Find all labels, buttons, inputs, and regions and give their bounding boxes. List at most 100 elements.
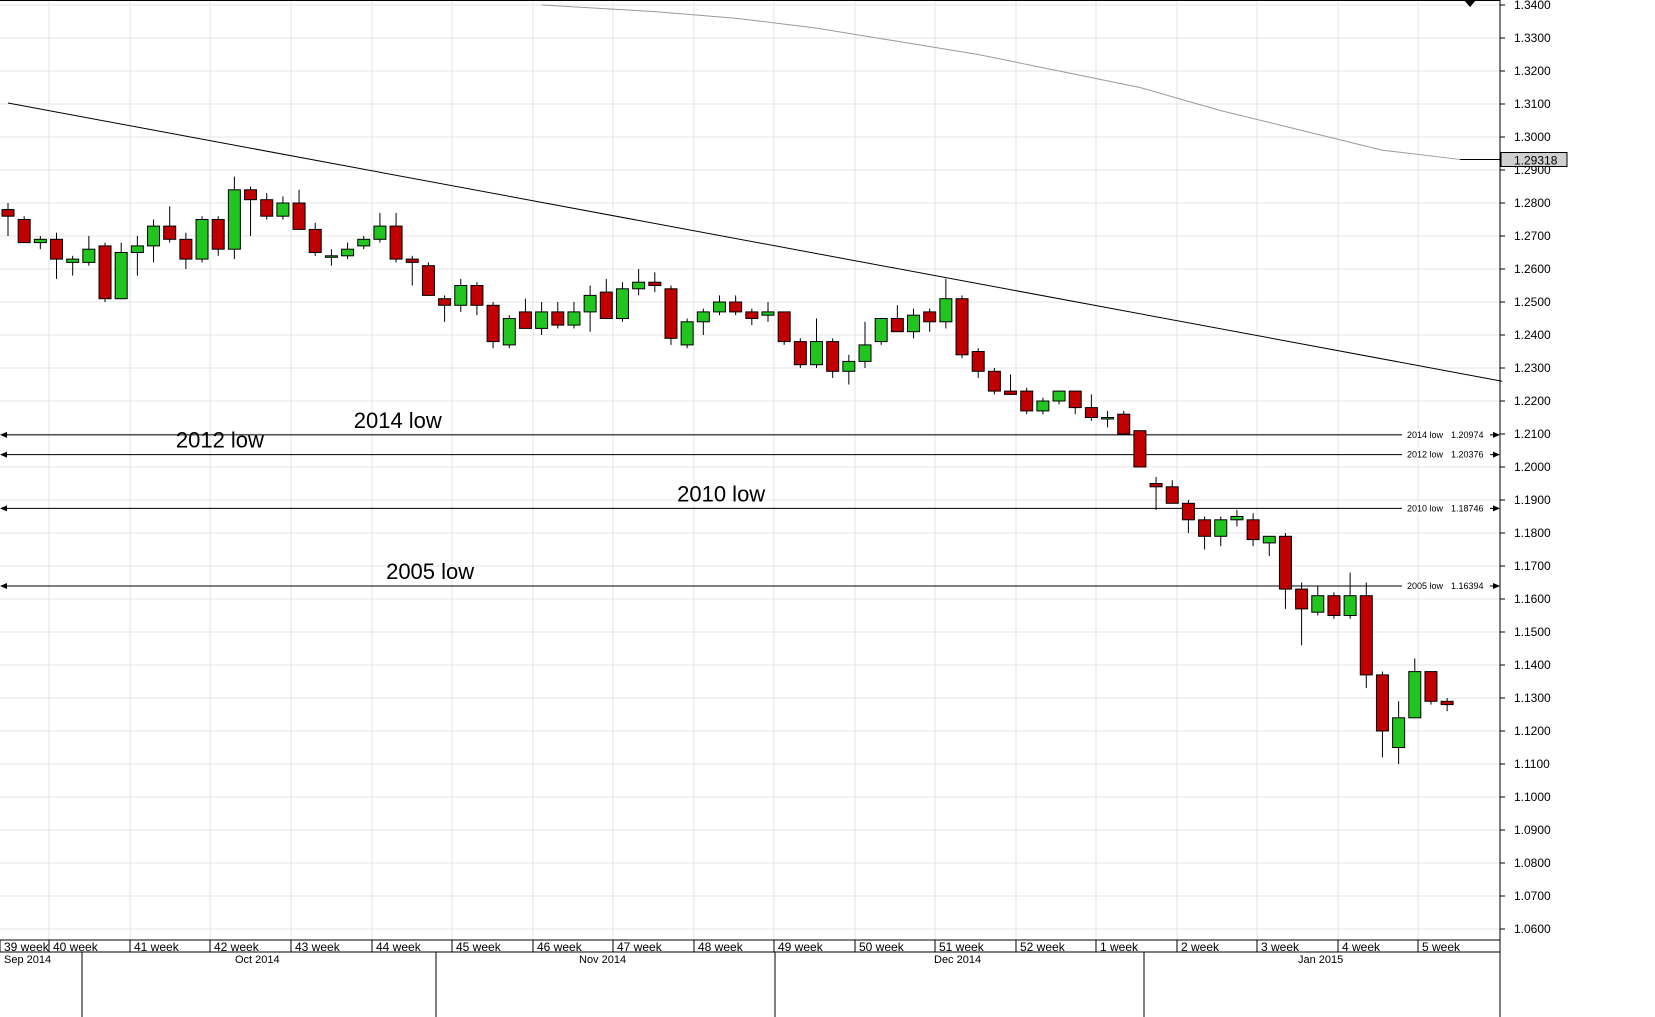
candle-body <box>195 219 209 260</box>
candle <box>470 282 484 316</box>
candle-body <box>260 199 274 217</box>
candle <box>923 308 937 332</box>
candle <box>405 255 419 286</box>
candle <box>1198 516 1212 550</box>
top-marker-icon <box>1464 0 1476 7</box>
candle <box>712 295 726 316</box>
candle <box>1262 535 1276 557</box>
candle-body <box>33 238 47 244</box>
candle <box>1101 410 1115 428</box>
candle-body <box>777 311 791 343</box>
month-label: Jan 2015 <box>1298 954 1343 966</box>
candle <box>308 222 322 256</box>
candle-body <box>1036 400 1050 412</box>
y-tick-label: 1.3400 <box>1514 0 1551 12</box>
candle-body <box>292 202 306 230</box>
candle <box>793 338 807 368</box>
candle-body <box>939 298 953 323</box>
candle-body <box>1004 390 1018 395</box>
y-tick-label: 1.2700 <box>1514 229 1551 243</box>
candle <box>696 308 710 335</box>
candle <box>211 216 225 256</box>
y-tick-label: 1.1000 <box>1514 790 1551 804</box>
candles <box>1 176 1454 764</box>
level-arrow-left-icon <box>0 505 7 512</box>
candle <box>1392 701 1406 764</box>
y-tick-label: 1.2800 <box>1514 196 1551 210</box>
axes: 1.0600 1.0700 1.0800 1.0900 1.1000 1.1100 1.12… <box>0 0 1551 1017</box>
candle <box>1327 592 1341 619</box>
candle-body <box>276 202 290 217</box>
candle-body <box>1359 595 1373 676</box>
y-tick-label: 1.0900 <box>1514 823 1551 837</box>
candle-body <box>114 252 128 300</box>
candle-body <box>421 265 435 296</box>
candle <box>357 236 371 250</box>
y-tick-label: 1.1400 <box>1514 658 1551 672</box>
candle-body <box>826 341 840 372</box>
candle-body <box>1327 595 1341 617</box>
candle-body <box>308 228 322 253</box>
level-label-background <box>1402 579 1490 591</box>
candle-body <box>1020 390 1034 412</box>
candle <box>761 302 775 322</box>
y-tick-label: 1.0700 <box>1514 889 1551 903</box>
candle <box>1165 480 1179 504</box>
candle-body <box>454 285 468 306</box>
moving-average-line <box>541 4 1461 160</box>
candle <box>82 236 96 266</box>
current-price-box <box>1500 152 1568 168</box>
candle-body <box>98 245 112 300</box>
y-tick-label: 1.2200 <box>1514 394 1551 408</box>
candle-body <box>357 238 371 247</box>
level-value: 1.18746 <box>1451 503 1484 513</box>
week-label: 47 week <box>617 940 663 954</box>
candle <box>179 232 193 269</box>
y-tick-label: 1.2300 <box>1514 361 1551 375</box>
candle-body <box>50 238 64 260</box>
candle-body <box>535 311 549 329</box>
candle <box>1278 533 1292 609</box>
candle-body <box>583 294 597 313</box>
level-arrow-left-icon <box>0 451 7 458</box>
candle-body <box>1214 519 1228 537</box>
candle <box>1295 582 1309 646</box>
candle <box>1440 698 1454 712</box>
candle-body <box>1440 700 1454 706</box>
level-arrow-right-icon <box>1493 505 1500 512</box>
candle <box>1068 390 1082 415</box>
week-label: 5 week <box>1422 940 1461 954</box>
moving-average <box>541 4 1500 160</box>
week-label: 3 week <box>1261 940 1300 954</box>
candle <box>33 236 47 250</box>
candle-body <box>1133 430 1147 468</box>
candle-body <box>923 311 937 323</box>
week-label: 50 week <box>859 940 905 954</box>
candle-body <box>373 225 387 240</box>
candle-body <box>470 285 484 306</box>
y-tick-label: 1.0600 <box>1514 922 1551 936</box>
level-label-background <box>1402 502 1490 514</box>
candle-body <box>615 288 629 319</box>
week-label: 49 week <box>778 940 824 954</box>
candle-body <box>389 225 403 260</box>
candle-body <box>1311 595 1325 613</box>
candle <box>1020 387 1034 415</box>
candle <box>163 206 177 243</box>
candle <box>632 269 646 296</box>
candle-body <box>1117 413 1131 435</box>
y-tick-label: 1.3000 <box>1514 130 1551 144</box>
candle-body <box>1295 588 1309 610</box>
candle <box>502 315 516 349</box>
candle-body <box>1278 535 1292 590</box>
level-arrow-left-icon <box>0 431 7 438</box>
candle-body <box>987 370 1001 392</box>
level-label: 2012 low <box>1407 450 1444 460</box>
candle <box>826 338 840 378</box>
horizontal-levels: 2014 low 2014 low 1.20974 2012 low 2012 low 1… <box>0 408 1500 591</box>
candle <box>583 285 597 332</box>
y-tick-label: 1.3100 <box>1514 97 1551 111</box>
candle-body <box>502 318 516 346</box>
candle-body <box>211 219 225 250</box>
